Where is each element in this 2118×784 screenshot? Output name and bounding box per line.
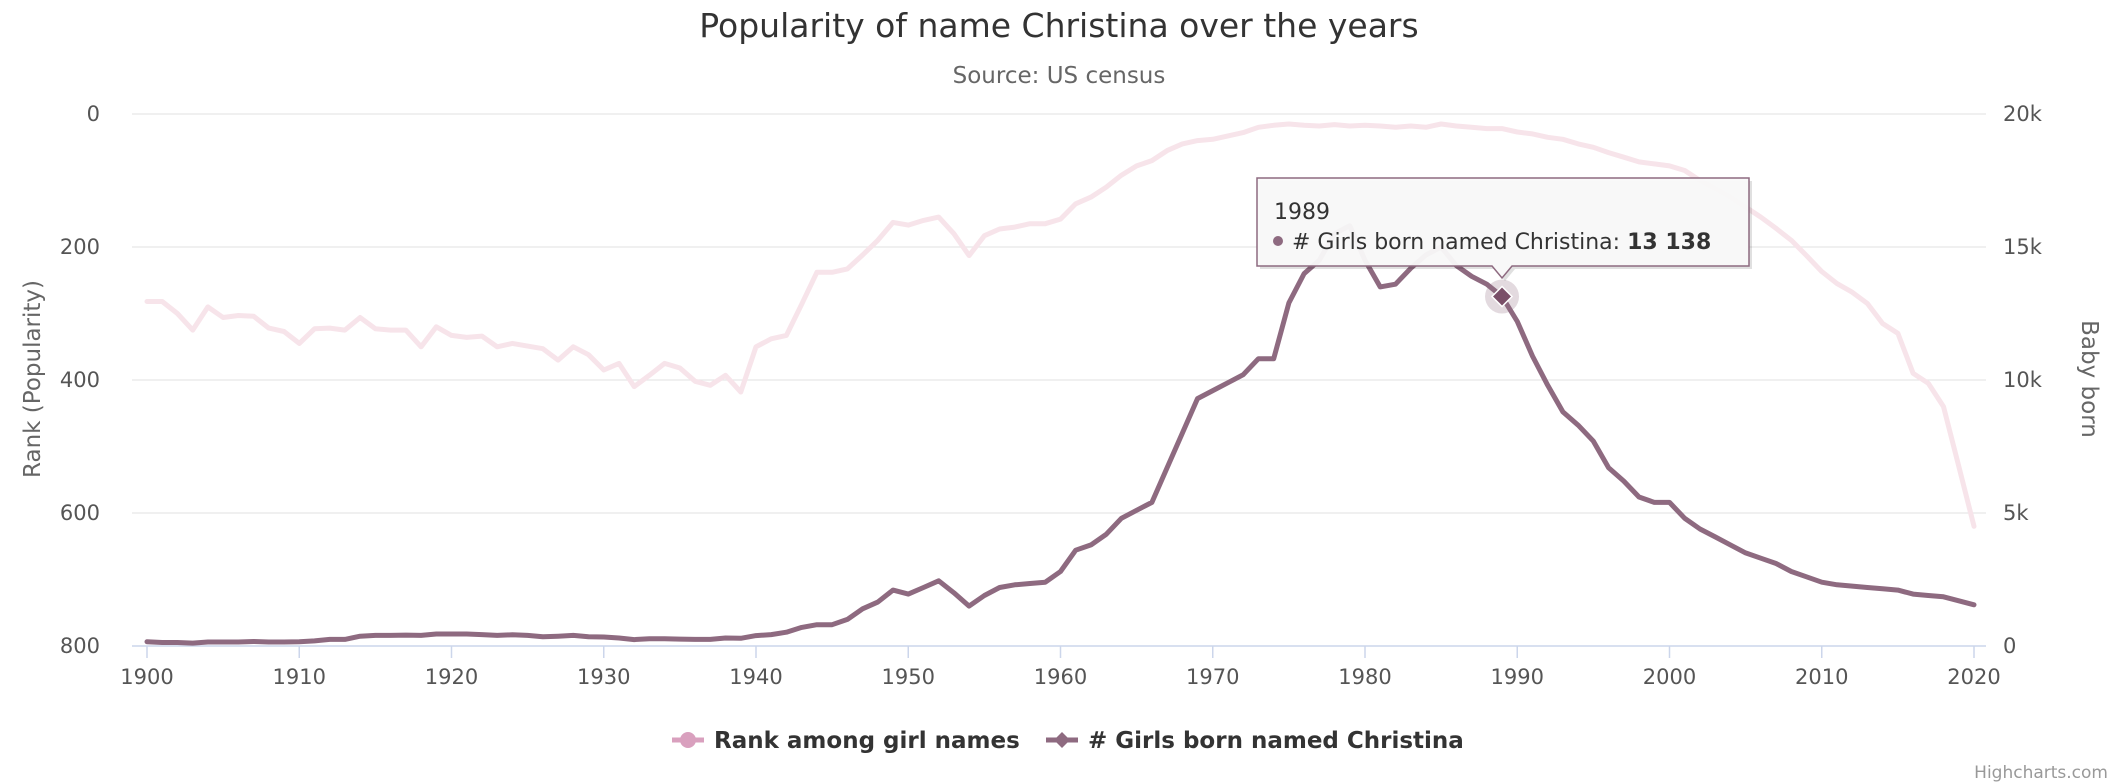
- hover-point-marker[interactable]: [1490, 285, 1514, 308]
- y-left-tick-label: 400: [60, 368, 100, 392]
- y-axis-right-title: Baby born: [2076, 320, 2102, 438]
- y-left-tick-label: 200: [60, 235, 100, 259]
- y-left-tick-label: 0: [87, 102, 100, 126]
- y-axis-right: 0 5k 10k 15k 20k: [2003, 102, 2043, 658]
- chart-title: Popularity of name Christina over the ye…: [699, 6, 1418, 45]
- tooltip: 1989 # Girls born named Christina: 13 138: [1256, 177, 1752, 281]
- x-tick-label: 1990: [1491, 665, 1544, 689]
- x-tick-label: 2020: [1947, 665, 2000, 689]
- y-left-tick-label: 800: [60, 634, 100, 658]
- legend-item-1[interactable]: Rank among girl names: [714, 728, 1020, 754]
- tooltip-series-dot: [1273, 236, 1283, 246]
- x-tick-label: 1930: [577, 665, 630, 689]
- x-tick-label: 1980: [1338, 665, 1391, 689]
- y-right-tick-label: 20k: [2003, 102, 2043, 126]
- x-tick-label: 2000: [1643, 665, 1696, 689]
- x-tick-label: 1920: [425, 665, 478, 689]
- legend[interactable]: Rank among girl names # Girls born named …: [672, 728, 1464, 754]
- credits-link[interactable]: Highcharts.com: [1974, 763, 2108, 783]
- y-right-tick-label: 15k: [2003, 235, 2043, 259]
- x-tick-label: 1940: [729, 665, 782, 689]
- x-tick-label: 1910: [273, 665, 326, 689]
- y-left-tick-label: 600: [60, 501, 100, 525]
- y-axis-left: 0 200 400 600 800: [60, 102, 100, 658]
- y-right-tick-label: 10k: [2003, 368, 2043, 392]
- chart-subtitle: Source: US census: [953, 63, 1166, 89]
- legend-item-2[interactable]: # Girls born named Christina: [1088, 728, 1464, 754]
- y-right-tick-label: 0: [2003, 634, 2016, 658]
- tooltip-series-label: # Girls born named Christina:: [1292, 230, 1627, 255]
- series-line-1[interactable]: [144, 121, 1977, 529]
- x-tick-label: 1960: [1034, 665, 1087, 689]
- tooltip-year: 1989: [1274, 200, 1330, 225]
- x-tick-label: 1950: [882, 665, 935, 689]
- x-tick-label: 1970: [1186, 665, 1239, 689]
- y-axis-left-title: Rank (Popularity): [20, 280, 46, 478]
- tooltip-value-line: # Girls born named Christina: 13 138: [1292, 230, 1711, 255]
- legend-marker-diamond: [1054, 732, 1070, 748]
- tooltip-value: 13 138: [1627, 230, 1711, 255]
- x-axis: 1900 1910 1920 1930 1940 1950 1960 1970 1980 1990…: [120, 645, 2001, 689]
- x-tick-label: 2010: [1795, 665, 1848, 689]
- series-line-2[interactable]: [144, 223, 1977, 646]
- tooltip-box: [1256, 177, 1750, 280]
- y-right-tick-label: 5k: [2003, 501, 2029, 525]
- series-layer: [144, 121, 1977, 646]
- gridlines: [132, 113, 1986, 514]
- legend-marker-circle: [680, 732, 696, 748]
- x-tick-label: 1900: [120, 665, 173, 689]
